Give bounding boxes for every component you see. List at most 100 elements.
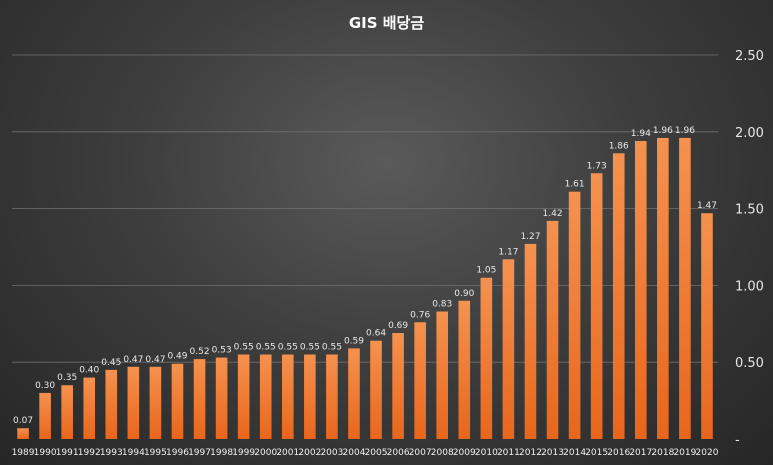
data-label: 0.35 <box>57 373 77 383</box>
x-tick-label: 2014 <box>563 448 586 458</box>
data-label: 0.30 <box>35 381 55 391</box>
data-label: 0.47 <box>145 355 165 365</box>
bar <box>17 428 29 439</box>
bar <box>612 153 625 439</box>
x-tick-label: 2010 <box>475 448 498 458</box>
bar <box>127 366 140 439</box>
data-label: 1.96 <box>675 126 695 136</box>
bar <box>634 141 647 440</box>
bar <box>348 348 360 439</box>
x-axis-ticks: 1989 1990 1991 1992 1993 1994 1995 1996 1997 1998… <box>12 448 719 458</box>
x-tick-label: 2000 <box>254 448 277 458</box>
x-tick-label: 1998 <box>210 448 233 458</box>
bar <box>171 363 184 439</box>
data-label: 0.07 <box>13 416 33 426</box>
data-label: 0.59 <box>344 336 364 346</box>
data-label: 1.17 <box>498 247 518 257</box>
x-tick-label: 1997 <box>188 448 211 458</box>
bar <box>370 340 382 439</box>
data-labels: 0.070.300.350.400.45 0.47 0.47 0.49 0.52 0.53… <box>13 126 717 426</box>
data-label: 1.61 <box>565 180 585 190</box>
data-label: 1.73 <box>587 161 607 171</box>
x-tick-label: 1992 <box>78 448 101 458</box>
y-tick-label: 1.00 <box>735 279 764 294</box>
y-tick-label: - <box>735 433 740 448</box>
bar <box>590 173 603 439</box>
data-label: 1.86 <box>609 141 629 151</box>
x-tick-label: 2011 <box>497 448 520 458</box>
data-label: 0.55 <box>322 343 342 353</box>
data-label: 0.90 <box>454 289 474 299</box>
data-label: 1.47 <box>697 201 717 211</box>
data-label: 0.55 <box>278 343 298 353</box>
bar <box>657 137 669 439</box>
x-tick-label: 1989 <box>12 448 35 458</box>
gridlines <box>12 54 718 363</box>
bar <box>259 354 272 439</box>
bar <box>237 354 250 439</box>
x-tick-label: 2009 <box>453 448 476 458</box>
y-tick-label: 1.50 <box>735 203 764 218</box>
bars <box>17 137 713 440</box>
data-label: 0.55 <box>300 343 320 353</box>
bar <box>480 277 493 439</box>
bar <box>193 359 206 439</box>
data-label: 0.69 <box>388 321 408 331</box>
x-tick-label: 2006 <box>387 448 410 458</box>
data-label: 1.05 <box>476 266 496 276</box>
x-tick-label: 2020 <box>696 448 719 458</box>
x-tick-label: 1990 <box>34 448 57 458</box>
data-label: 0.52 <box>190 347 210 357</box>
x-tick-label: 1996 <box>166 448 189 458</box>
bar <box>215 357 228 439</box>
bar <box>281 354 294 439</box>
bar <box>414 322 426 439</box>
data-label: 0.45 <box>101 358 121 368</box>
data-label: 0.40 <box>79 366 99 376</box>
x-tick-label: 2018 <box>651 448 674 458</box>
bar <box>105 369 118 439</box>
data-label: 0.53 <box>212 346 232 356</box>
data-label: 0.47 <box>123 355 143 365</box>
bar <box>502 259 515 439</box>
chart-title: GIS 배당금 <box>348 14 425 32</box>
data-label: 0.83 <box>432 300 452 310</box>
x-tick-label: 1994 <box>122 448 145 458</box>
bar <box>701 213 713 439</box>
x-tick-label: 2016 <box>607 448 630 458</box>
bar <box>546 220 559 439</box>
x-tick-label: 2003 <box>320 448 343 458</box>
y-tick-label: 2.50 <box>735 49 764 64</box>
x-tick-label: 2012 <box>519 448 542 458</box>
x-tick-label: 2004 <box>343 448 366 458</box>
bar <box>304 354 316 439</box>
x-tick-label: 1995 <box>144 448 167 458</box>
bar <box>458 300 471 439</box>
bar <box>83 377 96 439</box>
x-tick-label: 2005 <box>365 448 388 458</box>
x-tick-label: 2008 <box>431 448 454 458</box>
bar <box>436 311 449 439</box>
x-tick-label: 1999 <box>232 448 255 458</box>
data-label: 1.42 <box>543 209 563 219</box>
x-tick-label: 1993 <box>100 448 123 458</box>
bar <box>39 392 51 439</box>
x-tick-label: 2013 <box>541 448 564 458</box>
bar <box>568 191 581 439</box>
data-label: 0.55 <box>234 343 254 353</box>
x-tick-label: 2015 <box>585 448 608 458</box>
x-tick-label: 1991 <box>56 448 79 458</box>
data-label: 0.64 <box>366 329 386 339</box>
bar <box>679 137 691 439</box>
x-tick-label: 2019 <box>673 448 696 458</box>
data-label: 1.94 <box>631 129 651 139</box>
x-tick-label: 2002 <box>298 448 321 458</box>
x-tick-label: 2001 <box>276 448 299 458</box>
data-label: 0.76 <box>410 310 430 320</box>
y-axis-ticks: - 0.50 1.00 1.50 2.00 2.50 <box>735 49 764 448</box>
x-tick-label: 2017 <box>629 448 652 458</box>
y-tick-label: 2.00 <box>735 126 764 141</box>
bar <box>392 333 404 439</box>
